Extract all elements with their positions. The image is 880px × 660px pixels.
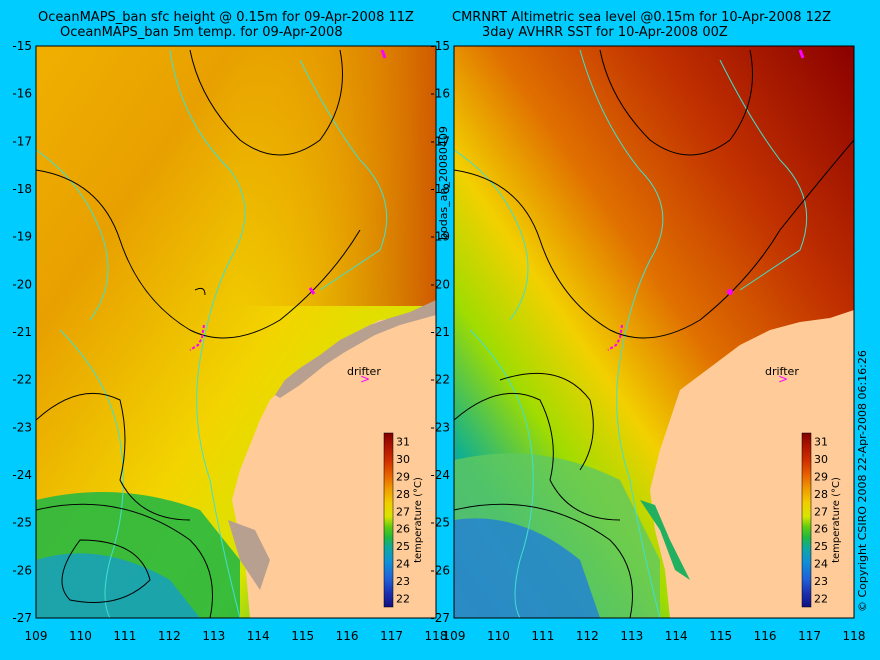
left-colorbar-tick: 26	[396, 523, 410, 536]
right-lat-tick: -27	[430, 611, 450, 625]
left-lat-tick: -17	[12, 134, 32, 148]
right-title-line2: 3day AVHRR SST for 10-Apr-2008 00Z	[482, 25, 728, 40]
right-lon-tick: 109	[443, 629, 466, 643]
right-colorbar-tick: 22	[814, 592, 828, 605]
left-lat-tick: -23	[12, 420, 32, 434]
right-lon-tick: 117	[798, 629, 821, 643]
left-lat-tick: -22	[12, 373, 32, 387]
right-lat-tick: -15	[430, 39, 450, 53]
right-drifter-arrow-icon: >	[778, 372, 788, 386]
left-lon-tick: 110	[69, 629, 92, 643]
right-lon-tick: 115	[709, 629, 732, 643]
left-warm-region	[236, 46, 436, 306]
left-lat-tick: -16	[12, 87, 32, 101]
left-colorbar-tick: 24	[396, 558, 410, 571]
right-colorbar-tick: 28	[814, 488, 828, 501]
right-colorbar	[801, 432, 812, 608]
left-lat-tick: -24	[12, 468, 32, 482]
right-map-frame	[453, 45, 855, 619]
left-lat-tick: -18	[12, 182, 32, 196]
right-lat-tick: -20	[430, 277, 450, 291]
left-colorbar-tick: 29	[396, 471, 410, 484]
left-map-frame	[35, 45, 437, 619]
left-colorbar-label: temperature (°C)	[413, 477, 424, 563]
right-lat-tick: -25	[430, 516, 450, 530]
left-drifter-track	[189, 324, 205, 351]
left-cold-region	[36, 553, 200, 618]
right-colorbar-tick: 24	[814, 558, 828, 571]
left-lon-tick: 116	[336, 629, 359, 643]
left-title-line2: OceanMAPS_ban 5m temp. for 09-Apr-2008	[60, 25, 343, 40]
right-colorbar-tick: 29	[814, 471, 828, 484]
left-colorbar-tick: 25	[396, 540, 410, 553]
right-lat-tick: -23	[430, 420, 450, 434]
left-lat-tick: -27	[12, 611, 32, 625]
right-drifter-track	[607, 324, 623, 351]
left-lon-tick: 112	[158, 629, 181, 643]
left-lat-tick: -21	[12, 325, 32, 339]
right-lat-tick: -26	[430, 563, 450, 577]
right-lon-tick: 112	[576, 629, 599, 643]
left-title-line1: OceanMAPS_ban sfc height @ 0.15m for 09-…	[38, 10, 414, 25]
right-lat-tick: -24	[430, 468, 450, 482]
right-map-panel	[454, 46, 854, 618]
right-colorbar-tick: 23	[814, 575, 828, 588]
right-lat-tick: -22	[430, 373, 450, 387]
left-lon-tick: 111	[113, 629, 136, 643]
left-colorbar-tick: 30	[396, 453, 410, 466]
left-colorbar-tick: 31	[396, 436, 410, 449]
right-drifter-label: drifter	[765, 365, 799, 378]
right-gulf-shallows	[640, 500, 690, 580]
left-map-panel	[36, 46, 436, 618]
right-colorbar-label: temperature (°C)	[831, 477, 842, 563]
left-colorbar	[383, 432, 394, 608]
right-lat-tick: -17	[430, 134, 450, 148]
right-lon-tick: 113	[620, 629, 643, 643]
left-lon-tick: 117	[380, 629, 403, 643]
right-cold-region	[454, 518, 600, 618]
right-colorbar-tick: 25	[814, 540, 828, 553]
left-lat-tick: -26	[12, 563, 32, 577]
left-coastal-shelf	[275, 300, 436, 398]
right-colorbar-tick: 27	[814, 505, 828, 518]
right-lon-tick: 116	[754, 629, 777, 643]
right-lat-tick: -16	[430, 87, 450, 101]
left-lat-tick: -15	[12, 39, 32, 53]
left-lat-tick: -19	[12, 230, 32, 244]
right-lat-tick: -19	[430, 230, 450, 244]
left-colorbar-tick: 23	[396, 575, 410, 588]
right-lon-tick: 111	[531, 629, 554, 643]
right-lon-tick: 118	[843, 629, 866, 643]
left-lon-tick: 114	[247, 629, 270, 643]
right-colorbar-tick: 30	[814, 453, 828, 466]
left-lat-tick: -25	[12, 516, 32, 530]
right-lon-tick: 110	[487, 629, 510, 643]
left-lon-tick: 113	[202, 629, 225, 643]
right-title-line1: CMRNRT Altimetric sea level @0.15m for 1…	[452, 10, 832, 25]
left-colorbar-tick: 22	[396, 592, 410, 605]
right-lat-tick: -21	[430, 325, 450, 339]
left-lon-tick: 118	[425, 629, 448, 643]
right-lat-tick: -18	[430, 182, 450, 196]
right-colorbar-tick: 26	[814, 523, 828, 536]
left-colorbar-tick: 28	[396, 488, 410, 501]
left-gulf-shelf	[228, 520, 270, 590]
left-lat-tick: -20	[12, 277, 32, 291]
right-colorbar-tick: 31	[814, 436, 828, 449]
right-lon-tick: 114	[665, 629, 688, 643]
left-lon-tick: 109	[25, 629, 48, 643]
left-lon-tick: 115	[291, 629, 314, 643]
left-drifter-arrow-icon: >	[360, 372, 370, 386]
left-colorbar-tick: 27	[396, 505, 410, 518]
left-drifter-label: drifter	[347, 365, 381, 378]
